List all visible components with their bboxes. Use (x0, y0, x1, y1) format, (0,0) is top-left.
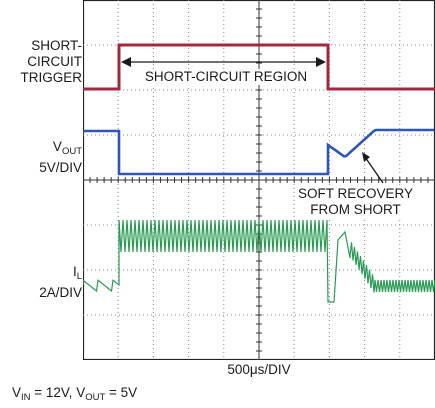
trigger-label: SHORT- CIRCUIT TRIGGER (20, 38, 82, 86)
caption: VIN = 12V, VOUT = 5V (12, 385, 138, 403)
trigger-label-line1: SHORT- (31, 38, 82, 53)
region-arrow-right-head (316, 57, 326, 67)
vout-trace (83, 128, 434, 176)
recovery-arrow-line (364, 156, 384, 184)
vout-scale: 5V/DIV (39, 160, 82, 175)
il-label: IL 2A/DIV (39, 264, 82, 301)
scope-plot (83, 0, 435, 360)
soft-recovery-label: SOFT RECOVERY FROM SHORT (298, 186, 414, 218)
trigger-label-line3: TRIGGER (20, 70, 82, 85)
il-label-name: IL (72, 264, 82, 282)
soft-recovery-line1: SOFT RECOVERY (298, 186, 414, 201)
vout-label-name: VOUT (52, 139, 82, 157)
short-circuit-region-label: SHORT-CIRCUIT REGION (130, 69, 322, 85)
recovery-arrow-head (362, 152, 370, 162)
soft-recovery-line2: FROM SHORT (310, 202, 401, 217)
il-trace (83, 219, 435, 303)
trigger-label-line2: CIRCUIT (27, 54, 82, 69)
timebase-label: 500μs/DIV (227, 362, 291, 377)
region-arrow-left-head (121, 57, 131, 67)
il-scale: 2A/DIV (39, 285, 82, 300)
trigger-trace (83, 43, 435, 91)
vout-label: VOUT 5V/DIV (39, 139, 82, 176)
